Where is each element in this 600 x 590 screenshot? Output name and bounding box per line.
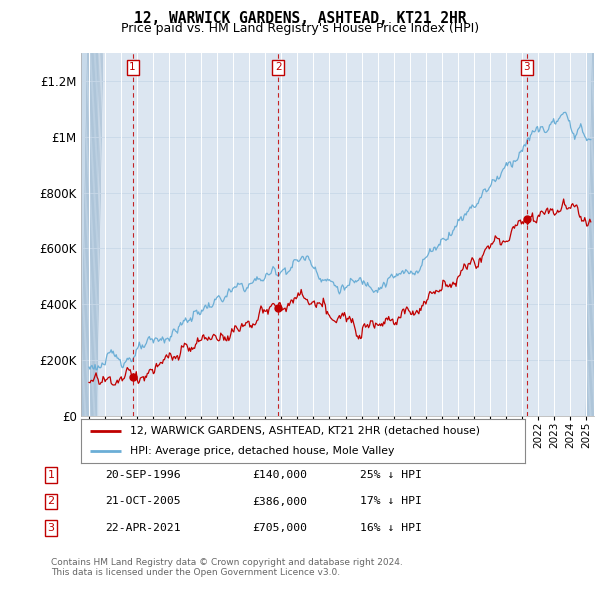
Text: 21-OCT-2005: 21-OCT-2005 bbox=[105, 497, 181, 506]
Text: 12, WARWICK GARDENS, ASHTEAD, KT21 2HR (detached house): 12, WARWICK GARDENS, ASHTEAD, KT21 2HR (… bbox=[130, 426, 480, 436]
Text: 12, WARWICK GARDENS, ASHTEAD, KT21 2HR: 12, WARWICK GARDENS, ASHTEAD, KT21 2HR bbox=[134, 11, 466, 25]
Text: 2: 2 bbox=[275, 62, 281, 72]
Text: £705,000: £705,000 bbox=[252, 523, 307, 533]
Text: 2: 2 bbox=[47, 497, 55, 506]
Text: 1: 1 bbox=[130, 62, 136, 72]
Text: 20-SEP-1996: 20-SEP-1996 bbox=[105, 470, 181, 480]
Text: 3: 3 bbox=[524, 62, 530, 72]
Text: 3: 3 bbox=[47, 523, 55, 533]
Text: 22-APR-2021: 22-APR-2021 bbox=[105, 523, 181, 533]
Text: HPI: Average price, detached house, Mole Valley: HPI: Average price, detached house, Mole… bbox=[130, 446, 394, 456]
Text: 25% ↓ HPI: 25% ↓ HPI bbox=[360, 470, 422, 480]
Text: Contains HM Land Registry data © Crown copyright and database right 2024.
This d: Contains HM Land Registry data © Crown c… bbox=[51, 558, 403, 577]
Bar bbox=[586, 53, 594, 416]
Text: £386,000: £386,000 bbox=[252, 497, 307, 506]
Text: 1: 1 bbox=[47, 470, 55, 480]
Bar bbox=[81, 53, 97, 416]
Text: £140,000: £140,000 bbox=[252, 470, 307, 480]
Text: 17% ↓ HPI: 17% ↓ HPI bbox=[360, 497, 422, 506]
Text: Price paid vs. HM Land Registry's House Price Index (HPI): Price paid vs. HM Land Registry's House … bbox=[121, 22, 479, 35]
Text: 16% ↓ HPI: 16% ↓ HPI bbox=[360, 523, 422, 533]
